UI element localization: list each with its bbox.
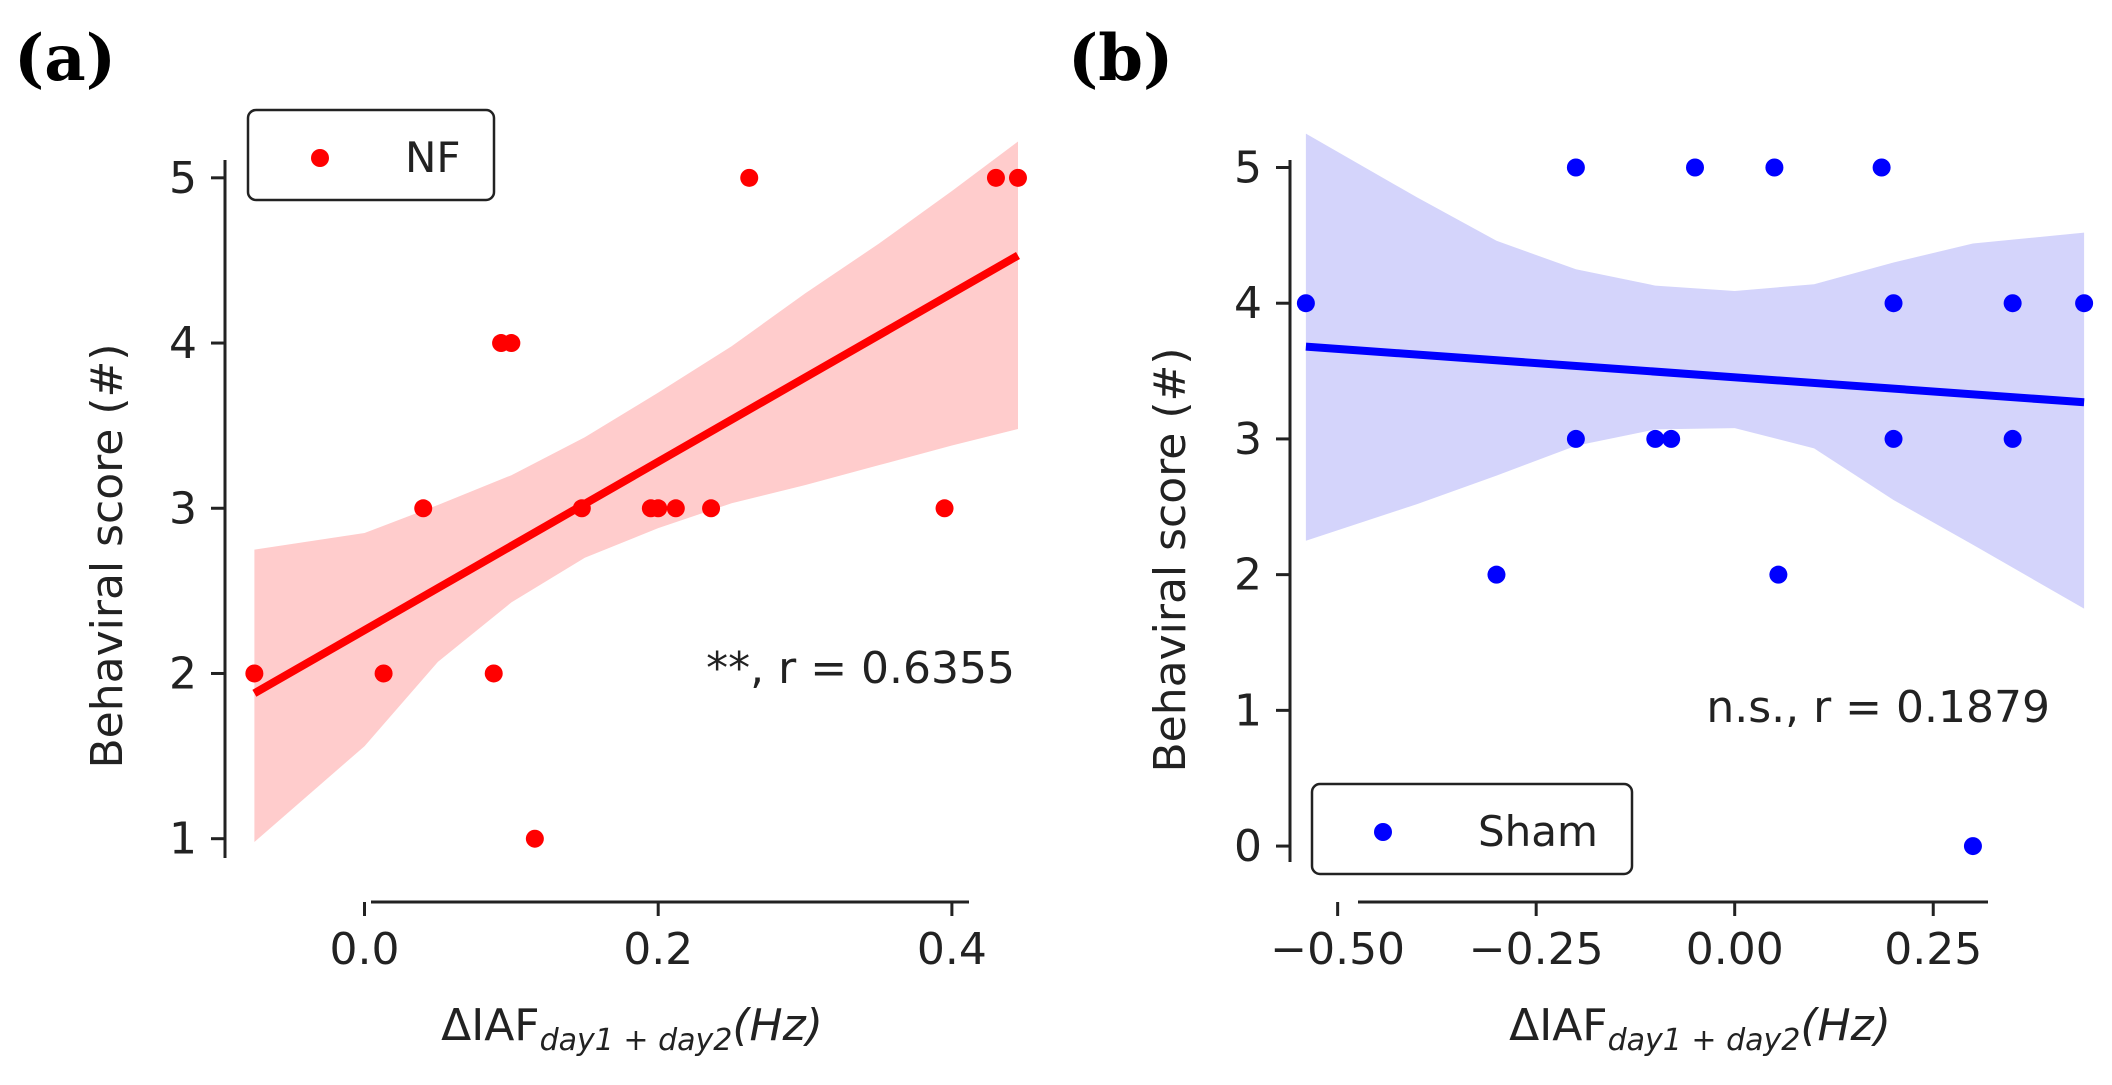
data-point — [1487, 565, 1506, 584]
x-axis-label-main-b: ΔIAF — [1509, 1000, 1607, 1051]
data-point — [740, 168, 759, 187]
y-tick-label: 2 — [1234, 550, 1262, 601]
data-point — [484, 664, 503, 683]
x-tick-label: 0.0 — [330, 924, 400, 975]
y-tick-label: 2 — [169, 648, 197, 699]
y-ticks-b: 0 1 2 3 4 5 — [1234, 143, 1290, 872]
x-axis-label-main-a: ΔIAF — [441, 1000, 539, 1051]
y-tick-label: 1 — [169, 814, 197, 865]
fit-line-a — [252, 252, 1020, 697]
data-point — [374, 664, 393, 683]
x-tick-label: 0.2 — [623, 924, 693, 975]
regression-line-a — [252, 252, 1020, 697]
y-tick-label: 4 — [1234, 278, 1262, 329]
legend-label-sham: Sham — [1478, 807, 1598, 856]
data-point — [2003, 294, 2022, 313]
data-point — [2003, 429, 2022, 448]
x-axis-label-suffix-b: (Hz) — [1800, 1000, 1891, 1051]
data-point — [1662, 429, 1681, 448]
ci-band-area-a — [254, 141, 1018, 842]
legend-marker-sham — [1374, 823, 1392, 841]
x-axis-label-suffix-a: (Hz) — [732, 1000, 823, 1051]
data-point — [414, 499, 433, 518]
data-point — [2075, 294, 2094, 313]
x-ticks-a: 0.0 0.2 0.4 — [330, 902, 987, 975]
data-point — [1765, 158, 1784, 177]
y-axis-label-a: Behaviral score (#) — [82, 343, 133, 768]
x-tick-label: 0.25 — [1884, 924, 1982, 975]
y-tick-label: 5 — [1234, 143, 1262, 194]
legend-label-nf: NF — [405, 133, 461, 182]
data-point — [1769, 565, 1788, 584]
fit-line-b — [1305, 342, 2085, 407]
y-tick-label: 4 — [169, 318, 197, 369]
data-point — [935, 499, 954, 518]
data-point — [1566, 429, 1585, 448]
y-tick-label: 3 — [169, 483, 197, 534]
x-axis-label-a: ΔIAFday1 + day2(Hz) — [441, 1000, 823, 1058]
data-point — [666, 499, 685, 518]
panel-label-b: (b) — [1068, 21, 1173, 96]
x-axis-label-subscript-b: day1 + day2 — [1608, 1023, 1801, 1058]
data-point — [525, 829, 544, 848]
regression-line-b — [1305, 342, 2085, 407]
y-tick-label: 0 — [1234, 821, 1262, 872]
data-point — [1296, 294, 1315, 313]
data-point — [1963, 837, 1982, 856]
data-point — [702, 499, 721, 518]
x-axis-label-b: ΔIAFday1 + day2(Hz) — [1509, 1000, 1891, 1058]
data-points-a — [245, 168, 1027, 848]
panel-b: (b) 0 1 2 3 4 5 −0.50 −0.25 0.00 0.25 Behaviral … — [1068, 21, 2094, 1058]
data-point — [502, 334, 521, 353]
x-axis-label-subscript-a: day1 + day2 — [540, 1023, 733, 1058]
correlation-annotation-a: **, r = 0.6355 — [706, 643, 1015, 694]
data-point — [245, 664, 264, 683]
legend-box-b — [1310, 782, 1634, 876]
data-point — [1566, 158, 1585, 177]
y-axis-label-b: Behaviral score (#) — [1145, 347, 1196, 772]
data-point — [572, 499, 591, 518]
data-point — [1686, 158, 1704, 177]
x-tick-label: −0.25 — [1469, 924, 1604, 975]
legend-a: NF — [246, 108, 496, 202]
confidence-band-a — [254, 141, 1018, 842]
y-ticks-a: 1 2 3 4 5 — [169, 153, 225, 865]
legend-box-a — [246, 108, 496, 202]
x-ticks-b: −0.50 −0.25 0.00 0.25 — [1270, 902, 1982, 975]
data-point — [1884, 294, 1903, 313]
data-point — [1884, 429, 1903, 448]
x-tick-label: −0.50 — [1270, 924, 1405, 975]
data-point — [1646, 429, 1665, 448]
data-points-b — [1296, 158, 2094, 856]
correlation-annotation-b: n.s., r = 0.1879 — [1706, 682, 2050, 733]
panel-label-a: (a) — [14, 21, 116, 96]
data-point — [1008, 168, 1027, 187]
data-point — [649, 499, 668, 518]
legend-b: Sham — [1310, 782, 1634, 876]
legend-marker-nf — [311, 149, 329, 167]
x-tick-label: 0.00 — [1686, 924, 1784, 975]
y-tick-label: 3 — [1234, 414, 1262, 465]
x-tick-label: 0.4 — [917, 924, 987, 975]
y-tick-label: 1 — [1234, 685, 1262, 736]
y-tick-label: 5 — [169, 153, 197, 204]
data-point — [986, 168, 1005, 187]
data-point — [1872, 158, 1891, 177]
